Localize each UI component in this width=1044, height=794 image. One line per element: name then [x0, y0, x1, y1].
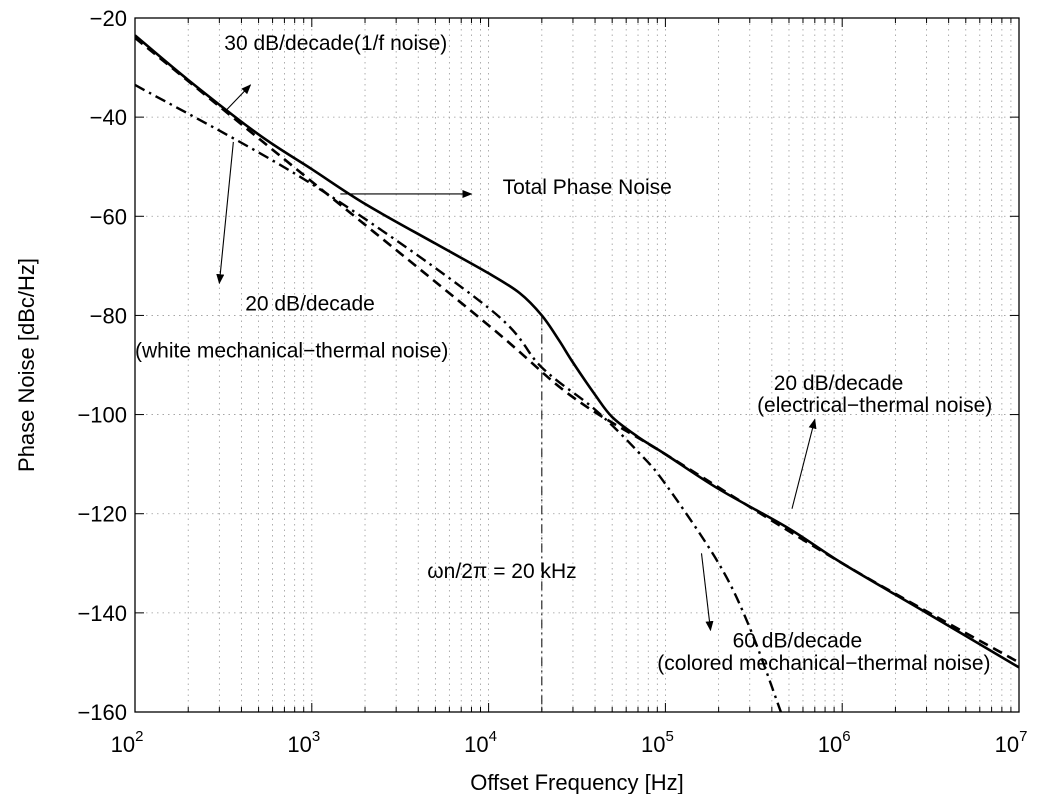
x-tick-label: 106 [818, 728, 851, 757]
annotation-label: (electrical−thermal noise) [757, 394, 992, 417]
annotation-label: 60 dB/decade [733, 630, 863, 653]
y-tick-label: −140 [77, 601, 127, 626]
annotation-label: (white mechanical−thermal noise) [135, 340, 448, 363]
annotation-arrow [216, 141, 234, 285]
annotation-label: (colored mechanical−thermal noise) [657, 652, 990, 675]
plot-frame [134, 17, 1020, 713]
y-tick-label: −80 [90, 303, 127, 328]
x-axis-title: Offset Frequency [Hz] [470, 770, 684, 794]
annotation-arrow [791, 418, 817, 509]
annotation-arrow [226, 84, 252, 111]
x-tick-label: 102 [111, 728, 144, 757]
y-tick-label: −40 [90, 105, 127, 130]
x-tick-label: 107 [995, 728, 1028, 757]
x-tick-label: 105 [641, 728, 674, 757]
ticks: −20 −40 −60 −80 −100 −120 −140 −160 102 103 104 105… [77, 6, 1027, 757]
annotation-label: 30 dB/decade(1/f noise) [224, 32, 447, 55]
y-tick-label: −100 [77, 403, 127, 428]
annotation-label: Total Phase Noise [503, 176, 672, 199]
annotation-arrow [700, 553, 714, 632]
annotation-label: ωn/2π = 20 kHz [427, 560, 576, 583]
annotations: 30 dB/decade(1/f noise) Total Phase Noise… [135, 32, 992, 675]
series-line-dashed [135, 36, 1019, 664]
x-tick-label: 103 [287, 728, 320, 757]
y-tick-label: −60 [90, 204, 127, 229]
annotation-label: 20 dB/decade [774, 372, 904, 395]
y-tick-label: −120 [77, 502, 127, 527]
y-axis-title: Phase Noise [dBc/Hz] [14, 258, 39, 472]
series-line-dashdot [135, 83, 783, 712]
grid [135, 18, 1019, 712]
data-series [135, 34, 1019, 712]
series-line-solid [135, 34, 1019, 669]
plot-background [135, 18, 1019, 712]
x-tick-label: 104 [464, 728, 497, 757]
y-tick-label: −20 [90, 6, 127, 31]
annotation-label: 20 dB/decade [245, 292, 375, 315]
y-tick-label: −160 [77, 700, 127, 725]
